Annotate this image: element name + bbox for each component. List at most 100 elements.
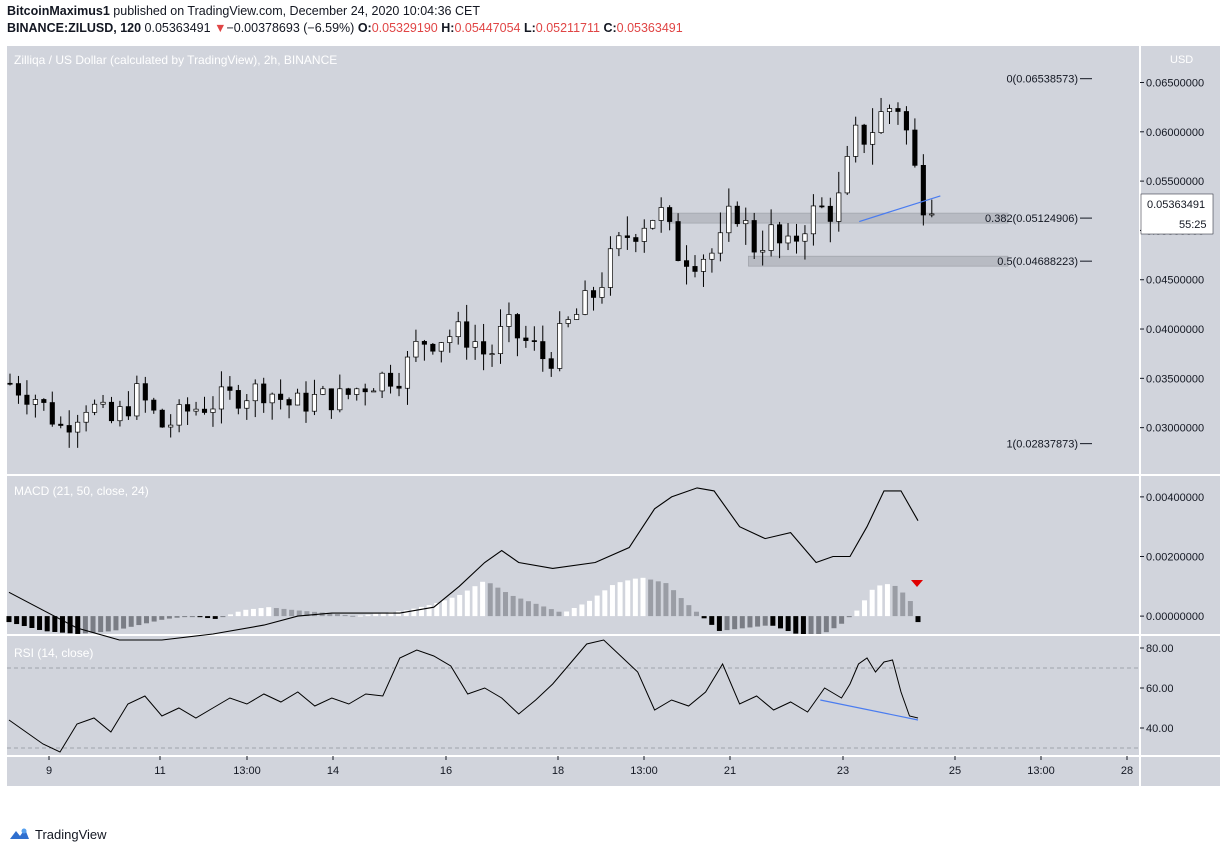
candle-body <box>920 165 926 216</box>
fib-level-label: 0.382(0.05124906) <box>985 213 1078 225</box>
candle-body <box>379 372 385 392</box>
close-value: 0.05363491 <box>616 21 683 35</box>
macd-histogram-bar <box>212 616 218 619</box>
rsi-tick-label: 60.00 <box>1146 683 1174 695</box>
candle-body <box>142 383 148 401</box>
time-axis-bg[interactable] <box>7 756 1140 786</box>
macd-histogram-bar <box>839 616 845 624</box>
fib-zone <box>748 255 1009 267</box>
candle-body <box>227 386 233 391</box>
rsi-trendline[interactable] <box>820 699 919 721</box>
macd-histogram-bar <box>571 607 577 617</box>
candle-body <box>844 156 850 194</box>
macd-pane-bg[interactable] <box>7 476 1140 634</box>
macd-histogram-bar <box>533 603 539 617</box>
macd-histogram-bar <box>739 616 745 629</box>
price-pane-title: Zilliqa / US Dollar (calculated by Tradi… <box>14 53 337 67</box>
macd-histogram-bar <box>281 608 287 617</box>
candle-body <box>354 388 360 395</box>
time-tick-label: 14 <box>327 765 339 777</box>
macd-histogram-bar <box>365 614 371 617</box>
macd-histogram-bar <box>418 606 424 617</box>
macd-histogram-bar <box>174 616 180 618</box>
candle-body <box>328 388 334 411</box>
macd-histogram-bar <box>182 616 188 618</box>
rsi-line <box>8 639 919 753</box>
rsi-axis-ticks: 80.00 60.00 40.00 <box>1140 643 1174 735</box>
macd-histogram-bar <box>808 616 814 634</box>
macd-histogram-bar <box>823 616 829 633</box>
macd-tick-label: 0.00400000 <box>1146 492 1204 504</box>
macd-histogram-bar <box>693 611 699 617</box>
rsi-pane-bg[interactable] <box>7 636 1140 756</box>
candle-body <box>345 388 351 395</box>
macd-histogram-bar <box>411 608 417 617</box>
macd-histogram-bar <box>510 595 516 617</box>
candle-body <box>878 111 884 133</box>
macd-histogram-bar <box>579 604 585 617</box>
candle-body <box>548 358 554 369</box>
publish-line: BitcoinMaximus1 published on TradingView… <box>7 3 1217 20</box>
candle-body <box>853 124 859 157</box>
candle-body <box>768 224 774 251</box>
time-axis-ticks: 9 11 13:00 14 16 18 13:00 21 23 25 13:00 28 <box>46 756 1133 777</box>
candle-body <box>836 192 842 222</box>
candle-body <box>861 124 867 145</box>
macd-histogram-bar <box>472 586 478 617</box>
price-tick-label: 0.06000000 <box>1146 127 1204 139</box>
macd-histogram-bar <box>564 611 570 617</box>
candle-body <box>151 399 157 411</box>
candle-body <box>464 321 470 348</box>
macd-histogram-bar <box>250 608 256 617</box>
macd-histogram-bar <box>6 616 12 623</box>
macd-histogram-bar <box>388 612 394 617</box>
macd-histogram-bar <box>342 614 348 617</box>
candle-body <box>278 393 284 400</box>
macd-histogram-bar <box>831 616 837 629</box>
candlestick-series <box>7 97 935 448</box>
candle-body <box>481 341 487 355</box>
candle-body <box>726 205 732 234</box>
candle-body <box>7 382 13 385</box>
candle-body <box>134 383 140 417</box>
macd-histogram-bar <box>296 610 302 617</box>
high-value: 0.05447054 <box>454 21 521 35</box>
macd-histogram-bar <box>869 589 875 617</box>
macd-histogram-bar <box>701 616 707 619</box>
macd-histogram-bar <box>449 597 455 617</box>
candle-body <box>193 408 199 412</box>
macd-histogram-bar <box>426 605 432 617</box>
macd-histogram-bar <box>327 613 333 617</box>
macd-histogram-bar <box>357 615 363 617</box>
macd-histogram-bar <box>724 616 730 631</box>
candle-body <box>41 399 47 403</box>
macd-tick-label: 0.00000000 <box>1146 611 1204 623</box>
macd-histogram-bar <box>434 602 440 617</box>
candle-body <box>641 227 647 242</box>
macd-histogram-bar <box>778 616 784 629</box>
macd-histogram-bar <box>403 610 409 617</box>
macd-line <box>8 487 919 641</box>
candle-body <box>684 260 690 267</box>
macd-histogram-bar <box>548 609 554 617</box>
chart-canvas[interactable]: Zilliqa / US Dollar (calculated by Tradi… <box>0 44 1226 792</box>
price-trendline[interactable] <box>859 195 941 223</box>
macd-histogram-bar <box>52 616 58 632</box>
candle-body <box>421 341 427 345</box>
tradingview-logo[interactable]: TradingView <box>7 824 107 844</box>
macd-histogram-bar <box>541 606 547 617</box>
time-tick-label: 13:00 <box>1027 765 1055 777</box>
candle-body <box>75 421 81 433</box>
candle-body <box>810 205 816 235</box>
candle-body <box>709 252 715 260</box>
macd-histogram-bar <box>755 616 761 627</box>
candle-body <box>886 108 893 112</box>
candle-body <box>497 326 504 355</box>
price-axis-bg[interactable] <box>1140 46 1220 786</box>
macd-histogram-bar <box>762 616 768 626</box>
macd-histogram-bar <box>312 611 318 617</box>
candle-body <box>261 383 267 404</box>
author-name[interactable]: BitcoinMaximus1 <box>7 4 110 18</box>
candle-body <box>827 205 833 222</box>
macd-histogram-bar <box>59 616 65 633</box>
